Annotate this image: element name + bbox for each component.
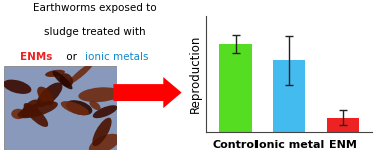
Ellipse shape — [24, 103, 48, 127]
Ellipse shape — [11, 109, 25, 119]
Ellipse shape — [89, 134, 120, 154]
Ellipse shape — [21, 99, 40, 118]
Ellipse shape — [37, 82, 62, 107]
Ellipse shape — [66, 100, 92, 115]
Ellipse shape — [53, 71, 73, 89]
Text: or: or — [63, 52, 80, 62]
Y-axis label: Reproduction: Reproduction — [189, 35, 202, 113]
Bar — [273, 60, 305, 132]
Ellipse shape — [45, 70, 65, 77]
Text: ionic metals: ionic metals — [85, 52, 148, 62]
Ellipse shape — [90, 101, 101, 110]
FancyBboxPatch shape — [4, 66, 117, 150]
Ellipse shape — [93, 105, 118, 118]
Ellipse shape — [92, 118, 112, 146]
Ellipse shape — [37, 87, 54, 105]
Ellipse shape — [17, 101, 58, 118]
Bar — [219, 44, 252, 132]
Text: sludge treated with: sludge treated with — [43, 27, 145, 37]
Ellipse shape — [60, 73, 73, 87]
Bar — [327, 118, 359, 132]
Ellipse shape — [67, 62, 94, 85]
Ellipse shape — [3, 80, 31, 94]
Text: ENMs: ENMs — [20, 52, 52, 62]
Text: Earthworms exposed to: Earthworms exposed to — [33, 3, 156, 13]
Ellipse shape — [61, 101, 89, 115]
Ellipse shape — [78, 87, 122, 102]
FancyArrow shape — [113, 77, 181, 108]
